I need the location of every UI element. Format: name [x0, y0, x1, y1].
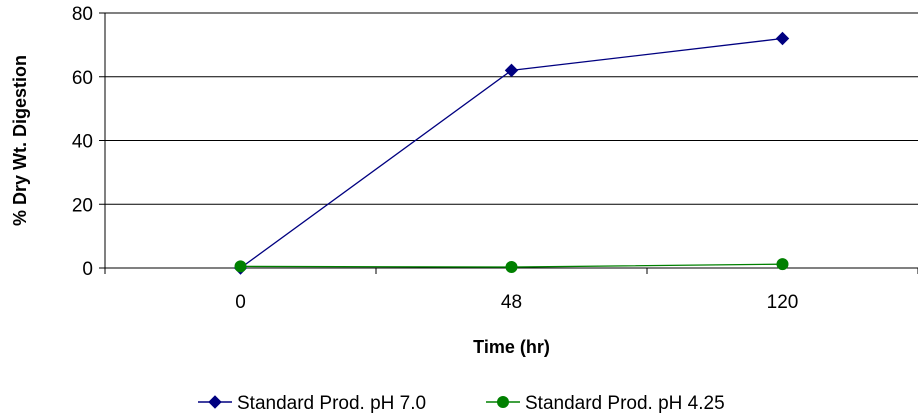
- axes: [99, 12, 918, 274]
- series-2: [234, 258, 789, 274]
- data-point: [234, 260, 247, 273]
- legend: Standard Prod. pH 7.0 Standard Prod. pH 4…: [198, 393, 725, 414]
- legend-marker: [497, 396, 509, 408]
- y-tick-labels: 0 20 40 60 80: [72, 4, 93, 280]
- x-axis-title: Time (hr): [473, 337, 550, 357]
- y-tick-label: 40: [72, 132, 93, 153]
- legend-label: Standard Prod. pH 4.25: [525, 393, 725, 414]
- data-point: [776, 258, 789, 271]
- x-tick-label: 0: [235, 292, 246, 313]
- y-tick-label: 80: [72, 4, 93, 25]
- data-point: [775, 31, 790, 46]
- x-tick-labels: 0 48 120: [235, 292, 798, 313]
- legend-item: Standard Prod. pH 4.25: [486, 393, 725, 414]
- data-point: [504, 63, 519, 78]
- gridlines: [105, 12, 918, 205]
- y-tick-label: 20: [72, 195, 93, 216]
- data-point: [505, 261, 518, 274]
- y-tick-label: 60: [72, 68, 93, 89]
- legend-item: Standard Prod. pH 7.0: [198, 393, 426, 414]
- series-1: [233, 31, 790, 275]
- y-tick-label: 0: [82, 259, 93, 280]
- x-tick-label: 48: [501, 292, 522, 313]
- legend-marker: [208, 395, 222, 409]
- y-axis-title: % Dry Wt. Digestion: [10, 55, 30, 226]
- x-tick-label: 120: [767, 292, 799, 313]
- data-series: [233, 31, 790, 275]
- legend-label: Standard Prod. pH 7.0: [237, 393, 426, 414]
